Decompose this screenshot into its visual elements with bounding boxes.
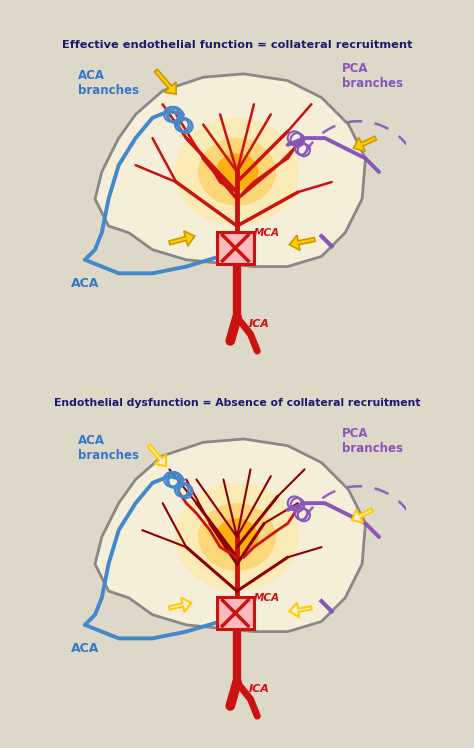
FancyArrow shape <box>354 136 376 151</box>
Text: Endothelial dysfunction = Absence of collateral recruitment: Endothelial dysfunction = Absence of col… <box>54 399 420 408</box>
FancyArrow shape <box>290 235 315 251</box>
Text: ICA: ICA <box>249 684 270 694</box>
FancyArrow shape <box>148 444 166 466</box>
Text: ACA
branches: ACA branches <box>78 435 139 462</box>
Ellipse shape <box>175 483 299 591</box>
FancyBboxPatch shape <box>217 232 254 264</box>
Text: PCA
branches: PCA branches <box>342 427 403 456</box>
Text: PCA
branches: PCA branches <box>342 62 403 91</box>
Ellipse shape <box>216 518 258 556</box>
Text: ACA
branches: ACA branches <box>78 69 139 97</box>
Ellipse shape <box>198 503 276 571</box>
FancyArrow shape <box>169 598 191 612</box>
Ellipse shape <box>175 118 299 226</box>
Text: ACA: ACA <box>72 642 100 655</box>
FancyArrow shape <box>155 70 176 94</box>
FancyBboxPatch shape <box>217 597 254 629</box>
FancyArrow shape <box>290 603 311 617</box>
Polygon shape <box>95 439 365 631</box>
Text: MCA: MCA <box>254 228 280 238</box>
Polygon shape <box>95 74 365 266</box>
Text: ICA: ICA <box>249 319 270 329</box>
FancyArrow shape <box>169 231 195 246</box>
FancyArrow shape <box>352 509 373 523</box>
Text: MCA: MCA <box>254 593 280 603</box>
Text: ACA: ACA <box>72 277 100 289</box>
Ellipse shape <box>216 153 258 191</box>
Ellipse shape <box>198 138 276 206</box>
Text: Effective endothelial function = collateral recruitment: Effective endothelial function = collate… <box>62 40 412 50</box>
